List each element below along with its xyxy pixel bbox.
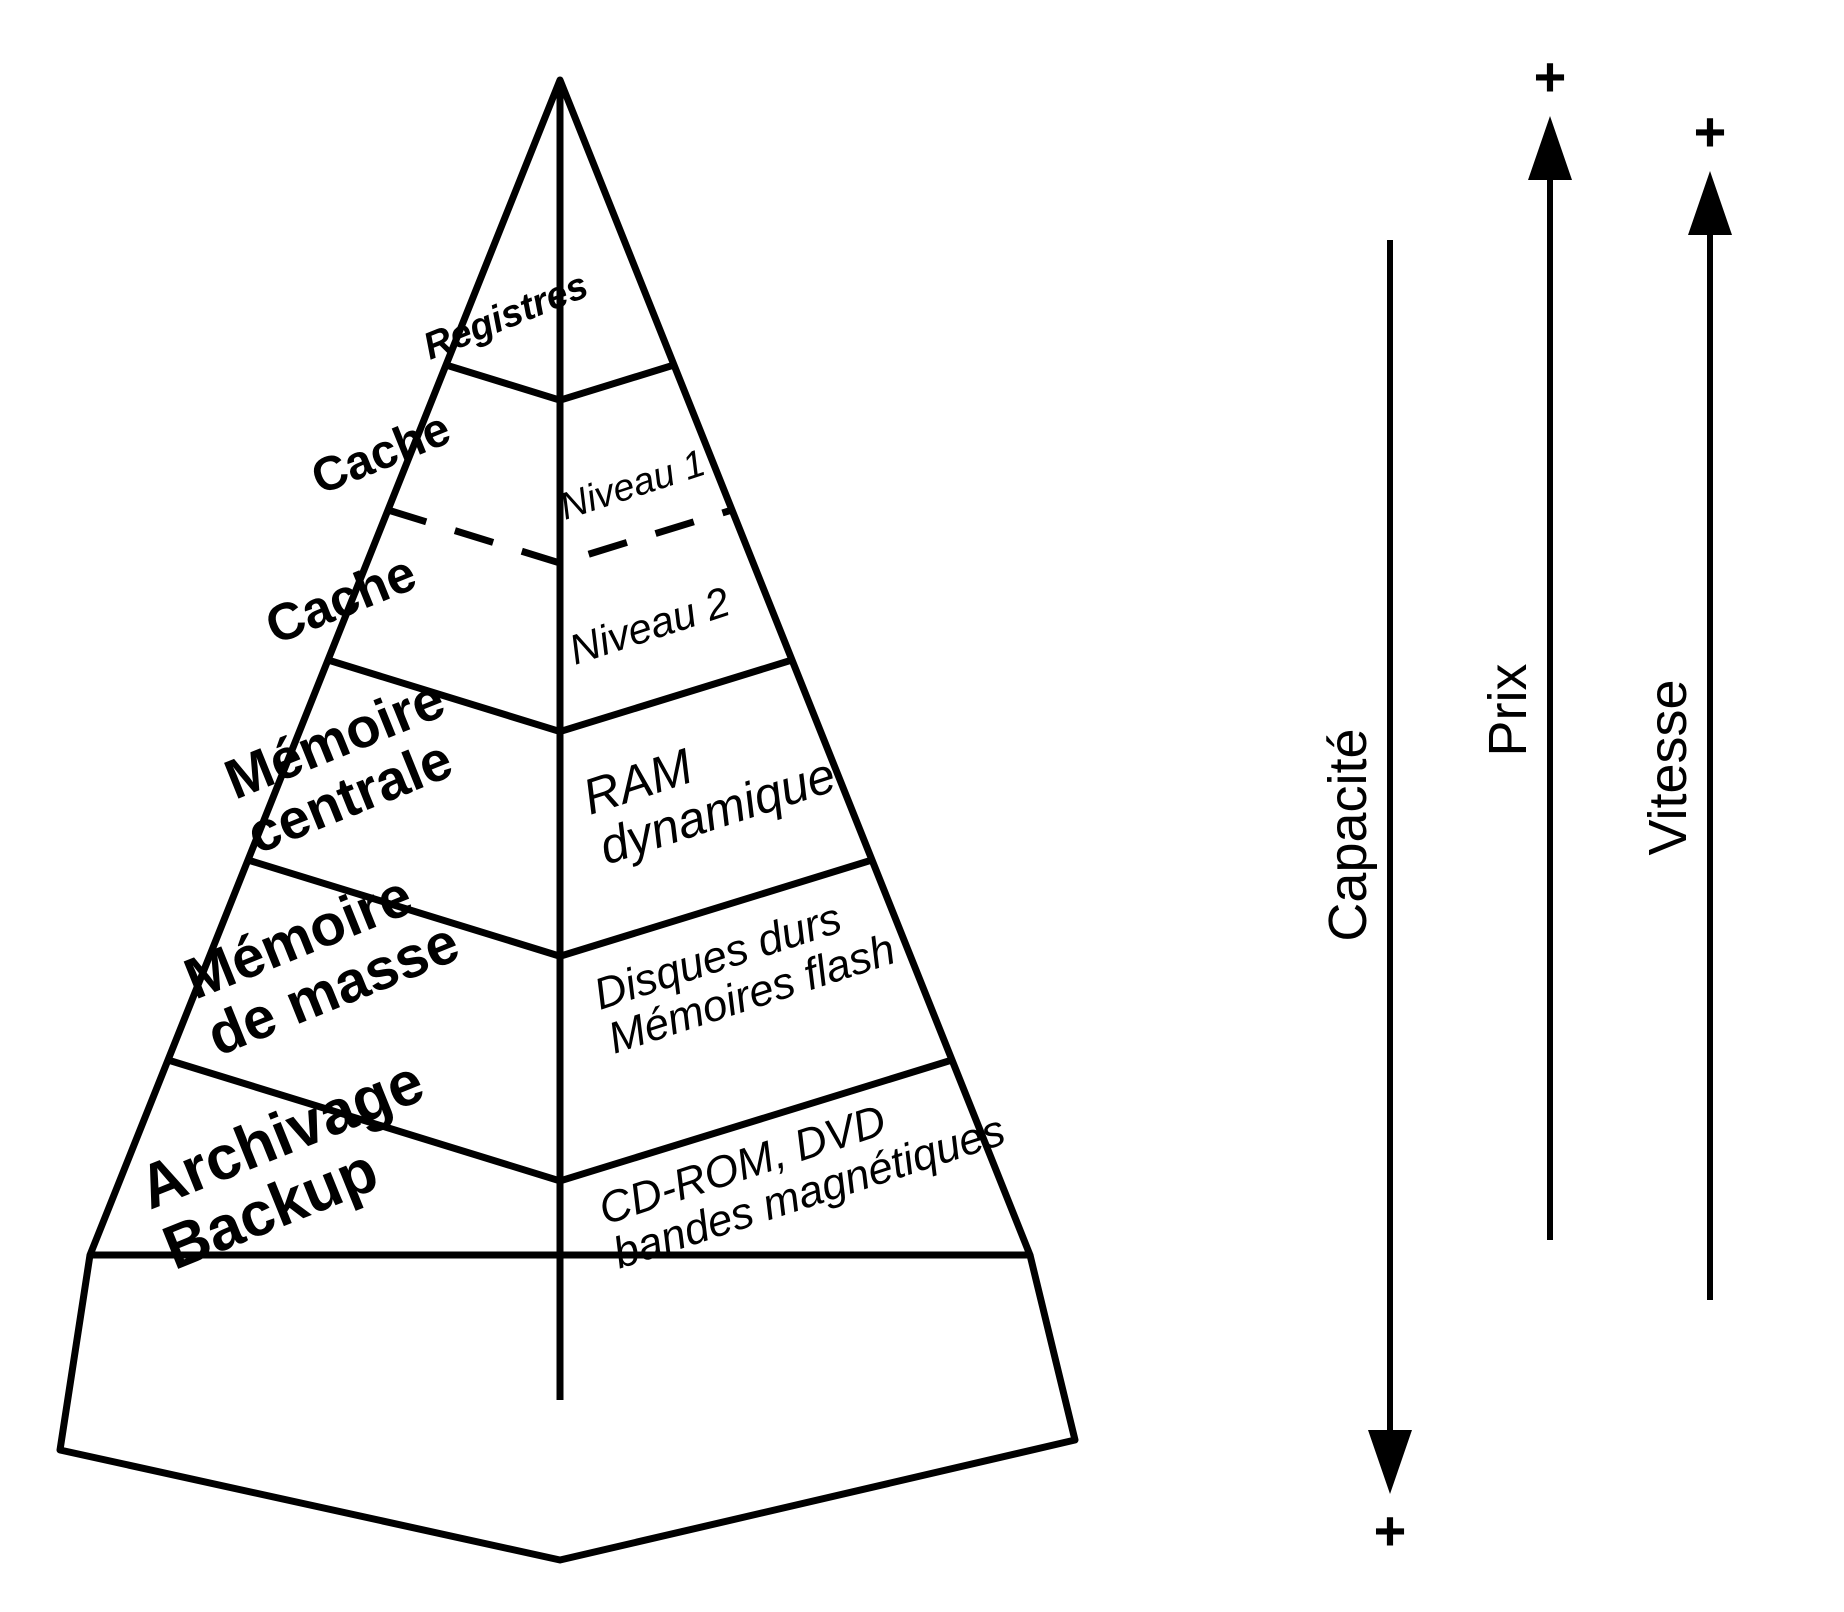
pyramid-right-label: RAMdynamique xyxy=(576,697,842,876)
memory-hierarchy-diagram: RegistresCacheCacheMémoirecentraleMémoir… xyxy=(0,0,1844,1612)
axis-arrowhead xyxy=(1368,1430,1412,1494)
pyramid-left-label-line: Registres xyxy=(418,265,594,369)
axis-plus: + xyxy=(1694,100,1727,163)
axis-arrowhead xyxy=(1528,116,1572,180)
pyramid-right-label: Niveau 1 xyxy=(555,442,711,528)
pyramid-right-label: CD-ROM, DVDbandes magnétiques xyxy=(593,1062,1011,1279)
pyramid-right-label: Disques dursMémoires flash xyxy=(588,881,901,1064)
pyramid-left-label: ArchivageBackup xyxy=(129,1047,457,1284)
pyramid-base-slab xyxy=(60,1255,1075,1560)
pyramid-left-label: Cache xyxy=(304,402,457,505)
pyramid-right-label-line: Niveau 2 xyxy=(563,578,735,674)
pyramid-left-label-line: Cache xyxy=(304,402,457,505)
axis-plus: + xyxy=(1534,45,1567,108)
axis-plus: + xyxy=(1374,1499,1407,1562)
axis-label: Vitesse xyxy=(1638,679,1698,855)
axis-label: Capacité xyxy=(1318,728,1378,941)
pyramid-left-label: Registres xyxy=(418,265,594,369)
axis-label: Prix xyxy=(1478,664,1538,757)
pyramid-left-label: Cache xyxy=(258,544,424,656)
pyramid-right-label: Niveau 2 xyxy=(563,578,735,674)
pyramid-right-label-line: Niveau 1 xyxy=(555,442,711,528)
axis-arrowhead xyxy=(1688,171,1732,235)
pyramid-left-label-line: Cache xyxy=(258,544,424,656)
pyramid-left-label: Mémoirecentrale xyxy=(216,666,475,865)
